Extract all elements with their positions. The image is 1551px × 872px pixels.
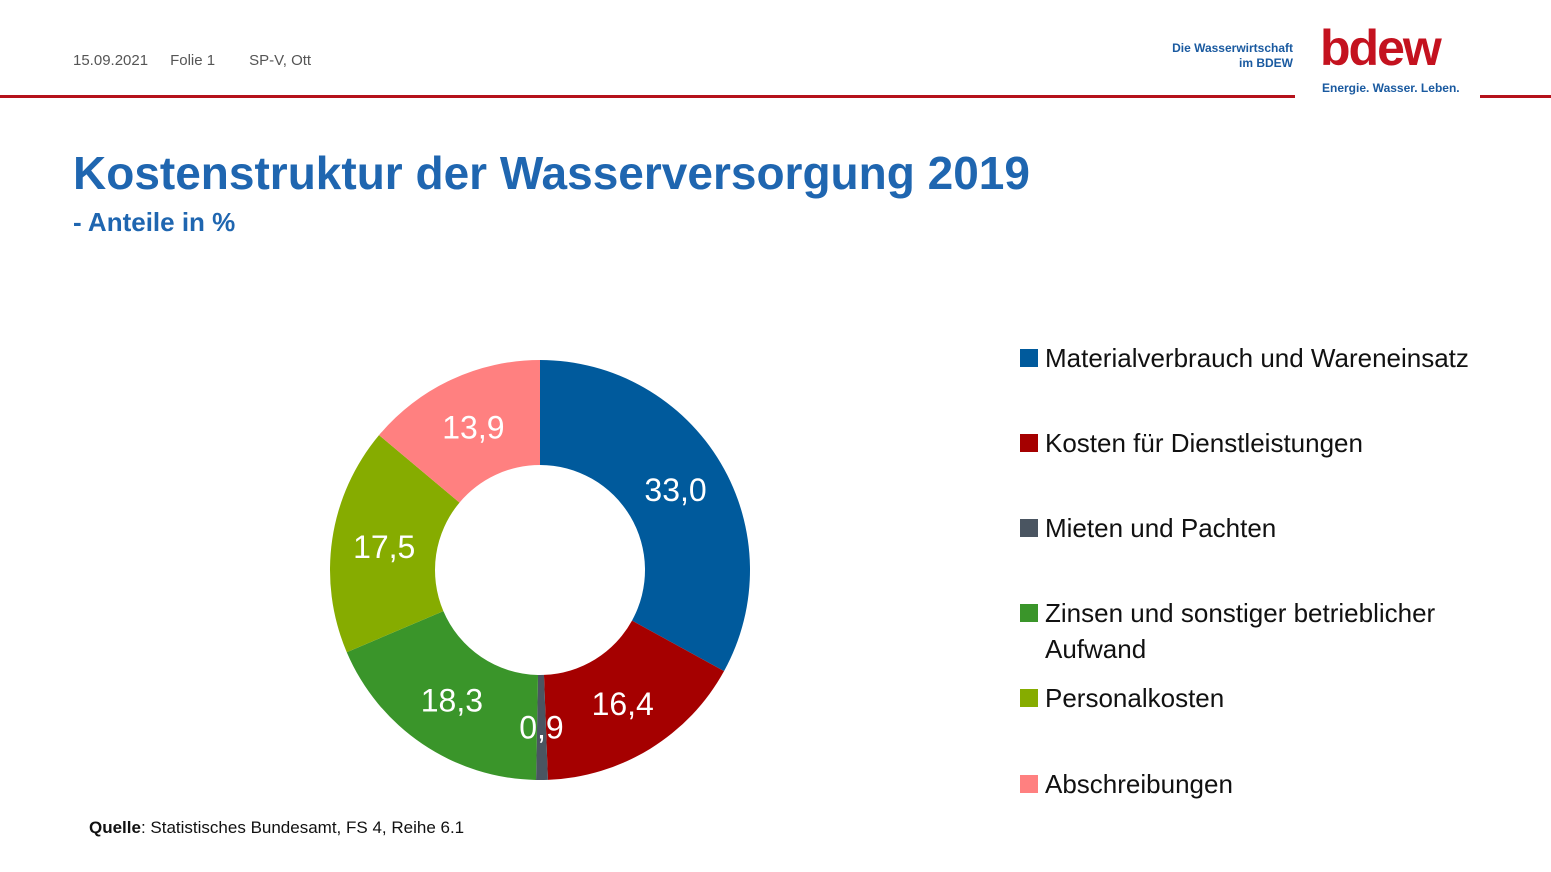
slice-label: 0,9 (519, 709, 563, 745)
slide-date: 15.09.2021 (73, 52, 149, 69)
legend-swatch (1020, 349, 1038, 367)
legend-item: Mieten und Pachten (1020, 510, 1490, 546)
slide-subtitle: - Anteile in % (73, 207, 236, 237)
legend-swatch (1020, 775, 1038, 793)
donut-slice (543, 620, 725, 780)
logo-tagline: Energie. Wasser. Leben. (1322, 81, 1460, 95)
legend-item: Personalkosten (1020, 680, 1490, 716)
legend-label: Zinsen und sonstiger betrieblicher Aufwa… (1045, 598, 1436, 664)
donut-slice (346, 611, 539, 780)
source-note: Quelle: Statistisches Bundesamt, FS 4, R… (89, 818, 464, 838)
legend-label: Mieten und Pachten (1045, 513, 1277, 543)
header-rule-right (1480, 95, 1551, 98)
legend-swatch (1020, 519, 1038, 537)
legend-swatch (1020, 434, 1038, 452)
legend-item: Zinsen und sonstiger betrieblicher Aufwa… (1020, 595, 1490, 667)
source-label: Quelle (89, 818, 141, 837)
legend-swatch (1020, 689, 1038, 707)
legend-item: Kosten für Dienstleistungen (1020, 425, 1490, 461)
donut-slice (536, 674, 548, 780)
legend-label: Materialverbrauch und Wareneinsatz (1045, 343, 1469, 373)
slice-label: 13,9 (442, 409, 504, 445)
logo-subtitle-line1: Die Wasserwirtschaft (1172, 41, 1293, 55)
legend-item: Materialverbrauch und Wareneinsatz (1020, 340, 1490, 376)
legend-label: Abschreibungen (1045, 769, 1233, 799)
logo-subtitle: Die Wasserwirtschaft im BDEW (1172, 41, 1293, 71)
slide-meta: 15.09.2021 Folie 1 SP-V, Ott (73, 52, 333, 69)
slice-label: 16,4 (592, 686, 654, 722)
donut-slice (330, 435, 460, 653)
legend-label: Personalkosten (1045, 683, 1225, 713)
logo-subtitle-line2: im BDEW (1239, 56, 1293, 70)
donut-slice (540, 360, 750, 672)
legend-label: Kosten für Dienstleistungen (1045, 428, 1363, 458)
donut-slice (379, 360, 540, 503)
legend-item: Abschreibungen (1020, 766, 1490, 802)
slice-label: 33,0 (644, 472, 706, 508)
header-rule-left (0, 95, 1295, 98)
slide-author: SP-V, Ott (249, 52, 312, 69)
slide-title: Kostenstruktur der Wasserversorgung 2019 (73, 147, 1030, 199)
source-text: : Statistisches Bundesamt, FS 4, Reihe 6… (140, 818, 465, 837)
slice-label: 18,3 (421, 683, 483, 719)
bdew-logo: bdew (1320, 20, 1442, 76)
slice-label: 17,5 (353, 529, 415, 565)
legend-swatch (1020, 604, 1038, 622)
slide-number: Folie 1 (170, 52, 216, 69)
